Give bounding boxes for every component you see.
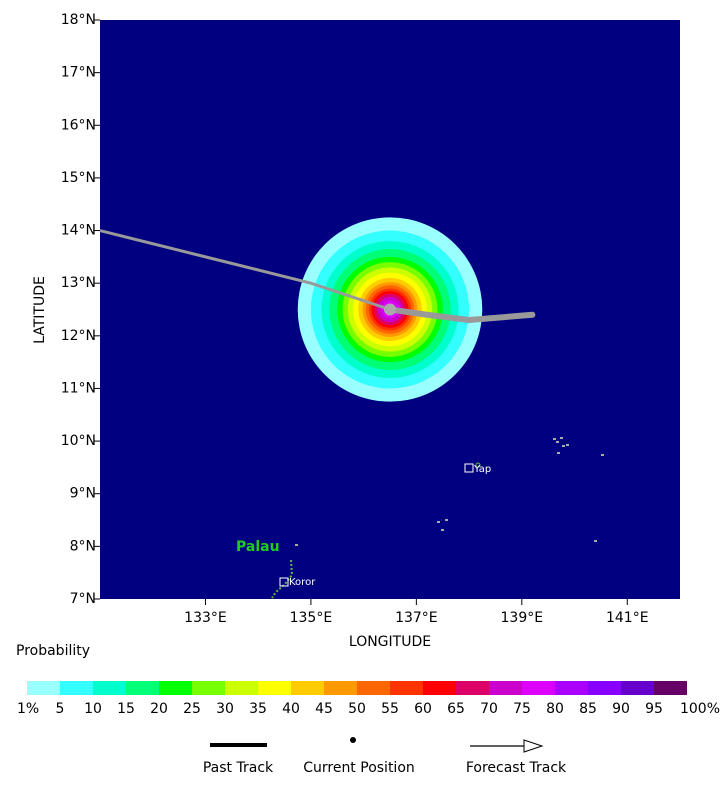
colorbar-label: 75 <box>513 701 531 717</box>
colorbar-swatch <box>159 681 192 695</box>
colorbar-swatch <box>126 681 159 695</box>
colorbar-label: 65 <box>447 701 465 717</box>
y-tick-label: 12°N <box>61 328 96 344</box>
colorbar-label: 80 <box>546 701 564 717</box>
y-tick-label: 17°N <box>61 65 96 81</box>
y-tick-label: 14°N <box>61 223 96 239</box>
colorbar-swatch <box>423 681 456 695</box>
x-axis-label: LONGITUDE <box>349 634 431 650</box>
colorbar-swatch <box>225 681 258 695</box>
x-tick-label: 141°E <box>606 610 649 626</box>
island <box>445 519 448 521</box>
colorbar-swatch <box>324 681 357 695</box>
colorbar-label: 1% <box>17 701 39 717</box>
legend-label: Forecast Track <box>466 760 567 776</box>
island <box>556 441 559 443</box>
colorbar-label: 85 <box>579 701 597 717</box>
y-tick-label: 16°N <box>61 117 96 133</box>
colorbar-swatch <box>291 681 324 695</box>
colorbar-swatch <box>192 681 225 695</box>
colorbar-label: 20 <box>150 701 168 717</box>
place-marker <box>464 463 474 473</box>
island <box>566 444 569 446</box>
colorbar-swatch <box>489 681 522 695</box>
colorbar-swatch <box>588 681 621 695</box>
colorbar-label: 55 <box>381 701 399 717</box>
colorbar-title: Probability <box>16 643 90 659</box>
island <box>601 454 604 456</box>
island <box>557 452 560 454</box>
current-position <box>384 303 396 316</box>
colorbar-swatch <box>93 681 126 695</box>
y-tick-label: 18°N <box>61 12 96 28</box>
legend-label: Past Track <box>203 760 274 776</box>
island <box>441 529 444 531</box>
y-tick-label: 11°N <box>61 380 96 396</box>
colorbar-swatch <box>522 681 555 695</box>
colorbar-label: 45 <box>315 701 333 717</box>
forecast-track <box>387 306 536 324</box>
place-label: Palau <box>236 539 280 555</box>
colorbar-label: 15 <box>117 701 135 717</box>
islands <box>271 437 604 599</box>
colorbar-label: 10 <box>84 701 102 717</box>
colorbar-label: 95 <box>645 701 663 717</box>
place-label: Yap <box>473 464 491 475</box>
colorbar-swatch <box>456 681 489 695</box>
past-track <box>99 229 391 311</box>
colorbar-label: 30 <box>216 701 234 717</box>
island <box>562 445 565 447</box>
island <box>271 559 294 599</box>
y-tick-label: 13°N <box>61 275 96 291</box>
colorbar-label: 90 <box>612 701 630 717</box>
legend-current-position <box>350 737 356 743</box>
legend-forecast-arrow <box>523 739 544 753</box>
island <box>553 438 556 440</box>
x-tick-label: 135°E <box>290 610 333 626</box>
island <box>594 540 597 542</box>
y-tick-label: 8°N <box>70 538 96 554</box>
colorbar-label: 70 <box>480 701 498 717</box>
x-tick-label: 139°E <box>501 610 544 626</box>
place-marker <box>279 577 289 587</box>
colorbar-swatch <box>621 681 654 695</box>
colorbar-label: 40 <box>282 701 300 717</box>
island <box>475 462 481 468</box>
place-label: Koror <box>289 577 316 588</box>
colorbar-swatch <box>357 681 390 695</box>
colorbar-swatch <box>654 681 687 695</box>
y-tick-label: 10°N <box>61 433 96 449</box>
island <box>560 437 563 439</box>
colorbar-label: 100% <box>680 701 720 717</box>
colorbar-swatch <box>258 681 291 695</box>
colorbar-label: 60 <box>414 701 432 717</box>
x-tick-label: 137°E <box>395 610 438 626</box>
colorbar-label: 5 <box>56 701 65 717</box>
y-tick-label: 15°N <box>61 170 96 186</box>
colorbar-swatch <box>555 681 588 695</box>
colorbar-swatch <box>27 681 60 695</box>
y-tick-label: 7°N <box>70 591 96 607</box>
y-axis-label: LATITUDE <box>32 276 48 344</box>
colorbar-label: 50 <box>348 701 366 717</box>
colorbar-swatch <box>390 681 423 695</box>
x-tick-label: 133°E <box>184 610 227 626</box>
island <box>295 544 298 546</box>
colorbar-label: 35 <box>249 701 267 717</box>
legend-label: Current Position <box>303 760 415 776</box>
colorbar-swatch <box>60 681 93 695</box>
island <box>437 521 440 523</box>
y-tick-label: 9°N <box>70 486 96 502</box>
colorbar-label: 25 <box>183 701 201 717</box>
